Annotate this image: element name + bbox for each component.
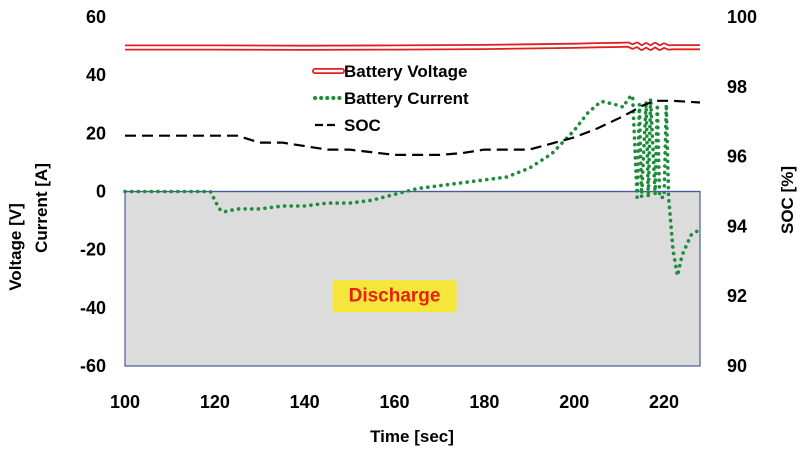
- y-left-tick-label: 60: [86, 7, 106, 27]
- y-right-tick-labels: 90 92 94 96 98 100: [727, 7, 757, 376]
- legend: Battery Voltage Battery Current SOC: [312, 62, 469, 135]
- legend-label-battery-current: Battery Current: [344, 89, 469, 108]
- y-right-tick-label: 90: [727, 356, 747, 376]
- series-line-battery-voltage-inner: [125, 43, 700, 49]
- y-left-tick-label: -60: [80, 356, 106, 376]
- y-left-tick-label: -40: [80, 298, 106, 318]
- legend-item-battery-voltage: Battery Voltage: [312, 62, 467, 81]
- legend-item-soc: SOC: [315, 116, 381, 135]
- discharge-annotation-text: Discharge: [349, 286, 441, 307]
- legend-label-battery-voltage: Battery Voltage: [344, 62, 467, 81]
- x-tick-label: 160: [380, 392, 410, 412]
- discharge-annotation: Discharge: [332, 280, 457, 313]
- x-tick-label: 100: [110, 392, 140, 412]
- legend-label-soc: SOC: [344, 116, 381, 135]
- series-line-soc: [125, 99, 701, 156]
- x-tick-label: 180: [469, 392, 499, 412]
- y-right-tick-label: 98: [727, 77, 747, 97]
- y-left-tick-label: 20: [86, 123, 106, 143]
- y-right-tick-label: 94: [727, 216, 747, 236]
- x-tick-label: 200: [559, 392, 589, 412]
- y-right-tick-label: 100: [727, 7, 757, 27]
- x-tick-label: 140: [290, 392, 320, 412]
- legend-item-battery-current: Battery Current: [313, 89, 469, 108]
- x-tick-labels: 100 120 140 160 180 200 220: [110, 392, 679, 412]
- discharge-annotation-box: [332, 280, 457, 313]
- y-left-tick-label: 0: [96, 182, 106, 202]
- y-left-axis-title-voltage: Voltage [V]: [6, 203, 25, 291]
- discharge-region: [124, 190, 701, 367]
- y-right-tick-label: 96: [727, 147, 747, 167]
- x-axis-title: Time [sec]: [370, 427, 454, 446]
- y-left-tick-label: 40: [86, 65, 106, 85]
- series-layer: [123, 41, 702, 278]
- y-right-tick-label: 92: [727, 286, 747, 306]
- x-tick-label: 120: [200, 392, 230, 412]
- x-tick-label: 220: [649, 392, 679, 412]
- y-left-axis-title-current: Current [A]: [32, 163, 51, 253]
- y-left-tick-labels: -60 -40 -20 0 20 40 60: [80, 7, 106, 376]
- series-line-battery-current: [123, 93, 702, 278]
- y-right-axis-title: SOC [%]: [778, 166, 797, 234]
- y-left-tick-label: -20: [80, 240, 106, 260]
